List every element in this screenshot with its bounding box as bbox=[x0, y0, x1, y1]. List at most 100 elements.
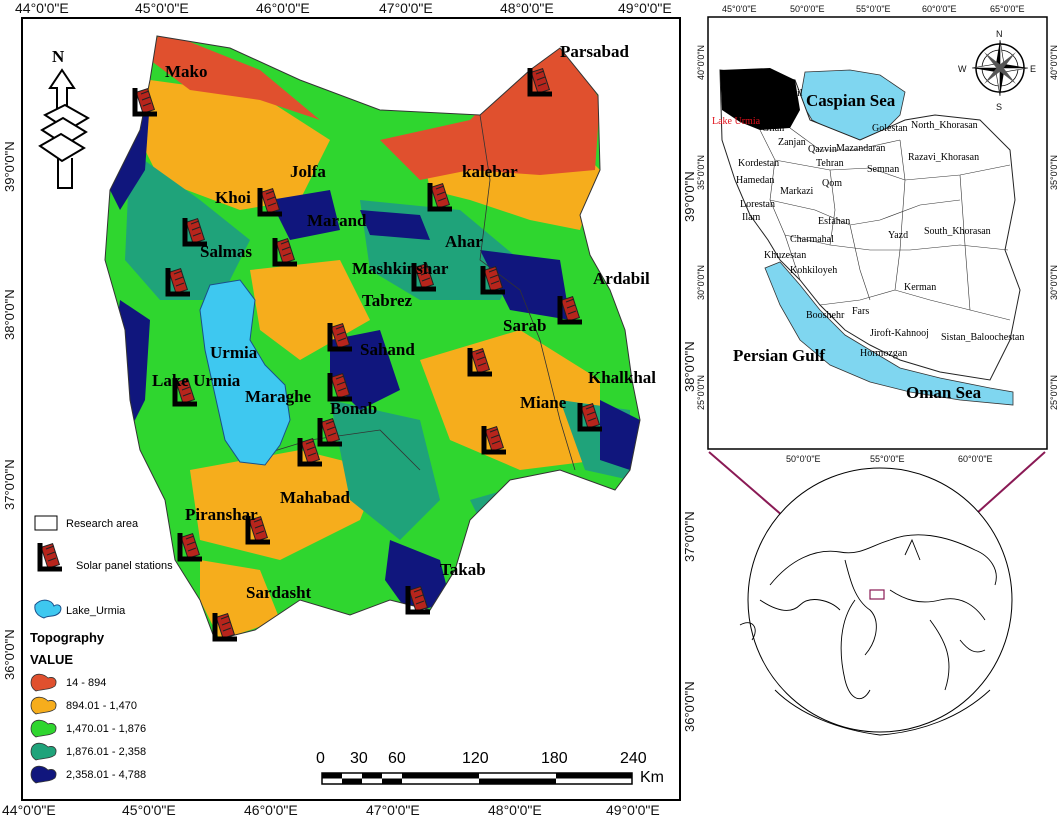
station-label-piranshar: Piranshar bbox=[185, 505, 258, 524]
station-label-lake-urmia: Lake Urmia bbox=[152, 371, 241, 390]
inset-labels: Caspian Sea Persian Gulf Oman Sea Lake U… bbox=[712, 88, 1024, 402]
inset-sea-label: Persian Gulf bbox=[733, 346, 825, 365]
inset-sea-label: Oman Sea bbox=[906, 383, 982, 402]
inset-axis-label: 45°0'0"E bbox=[722, 4, 757, 14]
inset-axis-label: 30°0'0"N bbox=[1049, 265, 1059, 300]
inset-province-label: Kohkiloyeh bbox=[790, 265, 837, 276]
station-label-mashkinshar: Mashkinshar bbox=[352, 259, 449, 278]
legend-class-label: 2,358.01 - 4,788 bbox=[66, 769, 146, 781]
inset-province-label: Semnan bbox=[867, 164, 899, 175]
axis-label: 37°0'0"N bbox=[682, 511, 697, 562]
axis-label: 45°0'0"E bbox=[135, 0, 189, 16]
axis-label: 36°0'0"N bbox=[682, 681, 697, 732]
province-border bbox=[244, 429, 421, 471]
inset-province-label: Fars bbox=[852, 306, 869, 317]
inset-province-label: North_Khorasan bbox=[911, 120, 978, 131]
north-arrow-label: N bbox=[52, 47, 65, 66]
scale-tick-label: 240 bbox=[620, 750, 647, 767]
legend-class-label: 1,876.01 - 2,358 bbox=[66, 746, 146, 758]
main-map-bottom-axis: 44°0'0"E 45°0'0"E 46°0'0"E 47°0'0"E 48°0… bbox=[2, 802, 660, 818]
station-label-mako: Mako bbox=[165, 62, 208, 81]
inset-province-label: Golestan bbox=[872, 123, 908, 134]
inset-study-region bbox=[720, 68, 800, 130]
axis-label: 46°0'0"E bbox=[256, 0, 310, 16]
inset-top-axis: 45°0'0"E 50°0'0"E 55°0'0"E 60°0'0"E 65°0… bbox=[722, 4, 1025, 14]
axis-label: 47°0'0"E bbox=[366, 802, 420, 818]
main-map-right-axis: 39°0'0"N 38°0'0"N 37°0'0"N 36°0'0"N bbox=[682, 171, 697, 732]
inset-province-label: Jiroft-Kahnooj bbox=[870, 328, 929, 339]
lake-urmia bbox=[199, 279, 291, 466]
station-labels: Mako Parsabad Jolfa kalebar Khoi Marand … bbox=[152, 42, 656, 602]
inset-axis-label: 65°0'0"E bbox=[990, 4, 1025, 14]
inset-province-label: Ardabil bbox=[772, 88, 803, 99]
station-label-takab: Takab bbox=[440, 560, 486, 579]
axis-label: 48°0'0"E bbox=[500, 0, 554, 16]
inset-axis-label: 25°0'0"N bbox=[696, 375, 706, 410]
station-label-parsabad: Parsabad bbox=[560, 42, 630, 61]
axis-label: 39°0'0"N bbox=[682, 171, 697, 222]
world-globe bbox=[739, 467, 1013, 736]
inset-persian-gulf bbox=[764, 261, 1014, 406]
inset-axis-label: 60°0'0"E bbox=[922, 4, 957, 14]
north-arrow: N bbox=[38, 47, 90, 189]
axis-label: 49°0'0"E bbox=[606, 802, 660, 818]
station-label-maraghe: Maraghe bbox=[245, 387, 312, 406]
inset-axis-label: 25°0'0"N bbox=[1049, 375, 1059, 410]
legend-research-area: Research area bbox=[66, 518, 139, 530]
station-label-khalkhal: Khalkhal bbox=[588, 368, 656, 387]
inset-province-label: Qazvin bbox=[808, 144, 837, 155]
inset-province-label: South_Khorasan bbox=[924, 226, 991, 237]
station-label-kalebar: kalebar bbox=[462, 162, 518, 181]
research-area-outline bbox=[104, 35, 641, 641]
inset-axis-label: 40°0'0"N bbox=[696, 45, 706, 80]
inset-province-label: Hamedan bbox=[736, 175, 774, 186]
axis-label: 45°0'0"E bbox=[122, 802, 176, 818]
axis-label: 48°0'0"E bbox=[488, 802, 542, 818]
station-label-sarab: Sarab bbox=[503, 316, 546, 335]
axis-label: 38°0'0"N bbox=[682, 341, 697, 392]
inset-province-label: Esfahan bbox=[818, 216, 850, 227]
axis-label: 44°0'0"E bbox=[2, 802, 56, 818]
compass-w: W bbox=[958, 64, 967, 74]
inset-province-label: Qom bbox=[822, 178, 842, 189]
inset-axis-label: 30°0'0"N bbox=[696, 265, 706, 300]
axis-label: 44°0'0"E bbox=[15, 0, 69, 16]
inset-province-label: Lorestan bbox=[740, 199, 775, 210]
scale-bar: 0 30 60 120 180 240 Km bbox=[316, 750, 664, 786]
legend-class-label: 894.01 - 1,470 bbox=[66, 700, 137, 712]
inset-province-borders bbox=[759, 127, 1011, 321]
inset-province-label: Tehran bbox=[816, 158, 844, 169]
station-label-miane: Miane bbox=[520, 393, 567, 412]
inset-axis-label: 50°0'0"E bbox=[786, 454, 821, 464]
legend-swatch bbox=[30, 719, 57, 738]
station-label-ahar: Ahar bbox=[445, 232, 483, 251]
station-label-ardabil: Ardabil bbox=[593, 269, 650, 288]
axis-label: 39°0'0"N bbox=[2, 141, 17, 192]
legend-classes: 14 - 894 894.01 - 1,470 1,470.01 - 1,876 1,… bbox=[30, 673, 146, 784]
legend: Research area Solar panel stations Lake_… bbox=[30, 515, 173, 667]
axis-label: 46°0'0"E bbox=[244, 802, 298, 818]
scale-tick-label: 30 bbox=[350, 750, 368, 767]
inset-province-label: Kerman bbox=[904, 282, 936, 293]
legend-class-label: 1,470.01 - 1,876 bbox=[66, 723, 146, 735]
inset-axis-label: 60°0'0"E bbox=[958, 454, 993, 464]
inset-iran-outline bbox=[719, 69, 1021, 381]
legend-swatch bbox=[30, 696, 57, 715]
axis-label: 36°0'0"N bbox=[2, 629, 17, 680]
inset-axis-label: 40°0'0"N bbox=[1049, 45, 1059, 80]
legend-swatch bbox=[30, 742, 57, 761]
inset-province-label: Hormozgan bbox=[860, 348, 907, 359]
inset-bottom-axis: 50°0'0"E 55°0'0"E 60°0'0"E bbox=[786, 454, 993, 464]
axis-label: 38°0'0"N bbox=[2, 289, 17, 340]
inset-province-label: Markazi bbox=[780, 186, 814, 197]
main-map-top-axis: 44°0'0"E 45°0'0"E 46°0'0"E 47°0'0"E 48°0… bbox=[15, 0, 672, 16]
station-label-salmas: Salmas bbox=[200, 242, 252, 261]
inset-province-label: Ilam bbox=[742, 212, 761, 223]
inset-sea-label: Caspian Sea bbox=[806, 91, 896, 110]
legend-title: Topography bbox=[30, 630, 105, 645]
compass-s: S bbox=[996, 102, 1002, 112]
inset-left-axis: 40°0'0"N 35°0'0"N 30°0'0"N 25°0'0"N bbox=[696, 45, 706, 410]
scale-tick-label: 180 bbox=[541, 750, 568, 767]
station-label-sardasht: Sardasht bbox=[246, 583, 312, 602]
